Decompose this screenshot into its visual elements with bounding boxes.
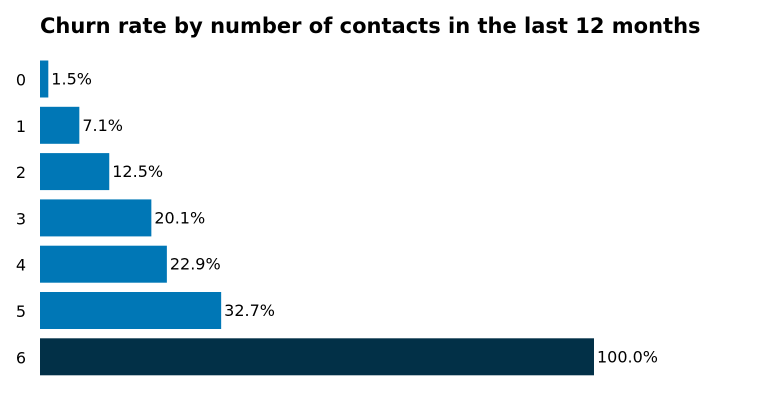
y-tick-label-2: 2 <box>16 163 26 182</box>
bar-0 <box>40 60 49 98</box>
data-label-5: 32.7% <box>224 301 275 320</box>
data-label-2: 12.5% <box>112 162 163 181</box>
bar-5 <box>40 292 222 329</box>
bar-4 <box>40 245 167 283</box>
y-tick-label-6: 6 <box>16 348 26 367</box>
data-label-4: 22.9% <box>170 255 221 274</box>
y-tick-label-4: 4 <box>16 256 26 275</box>
y-tick-label-0: 0 <box>16 71 26 90</box>
bar-3 <box>40 199 152 237</box>
data-label-1: 7.1% <box>82 116 123 135</box>
data-label-0: 1.5% <box>51 70 92 89</box>
data-labels-group: 1.5% 7.1% 12.5% 20.1% 22.9% 32.7% 100.0% <box>51 70 658 367</box>
y-tick-label-1: 1 <box>16 117 26 136</box>
chart-title: Churn rate by number of contacts in the … <box>40 14 701 38</box>
bars-group <box>40 60 594 376</box>
bar-1 <box>40 106 80 144</box>
bar-2 <box>40 153 110 191</box>
y-axis-ticks: 0 1 2 3 4 5 6 <box>16 71 26 368</box>
bar-6 <box>40 338 594 376</box>
data-label-3: 20.1% <box>154 208 205 227</box>
y-tick-label-3: 3 <box>16 209 26 228</box>
data-label-6: 100.0% <box>597 347 658 366</box>
y-tick-label-5: 5 <box>16 302 26 321</box>
